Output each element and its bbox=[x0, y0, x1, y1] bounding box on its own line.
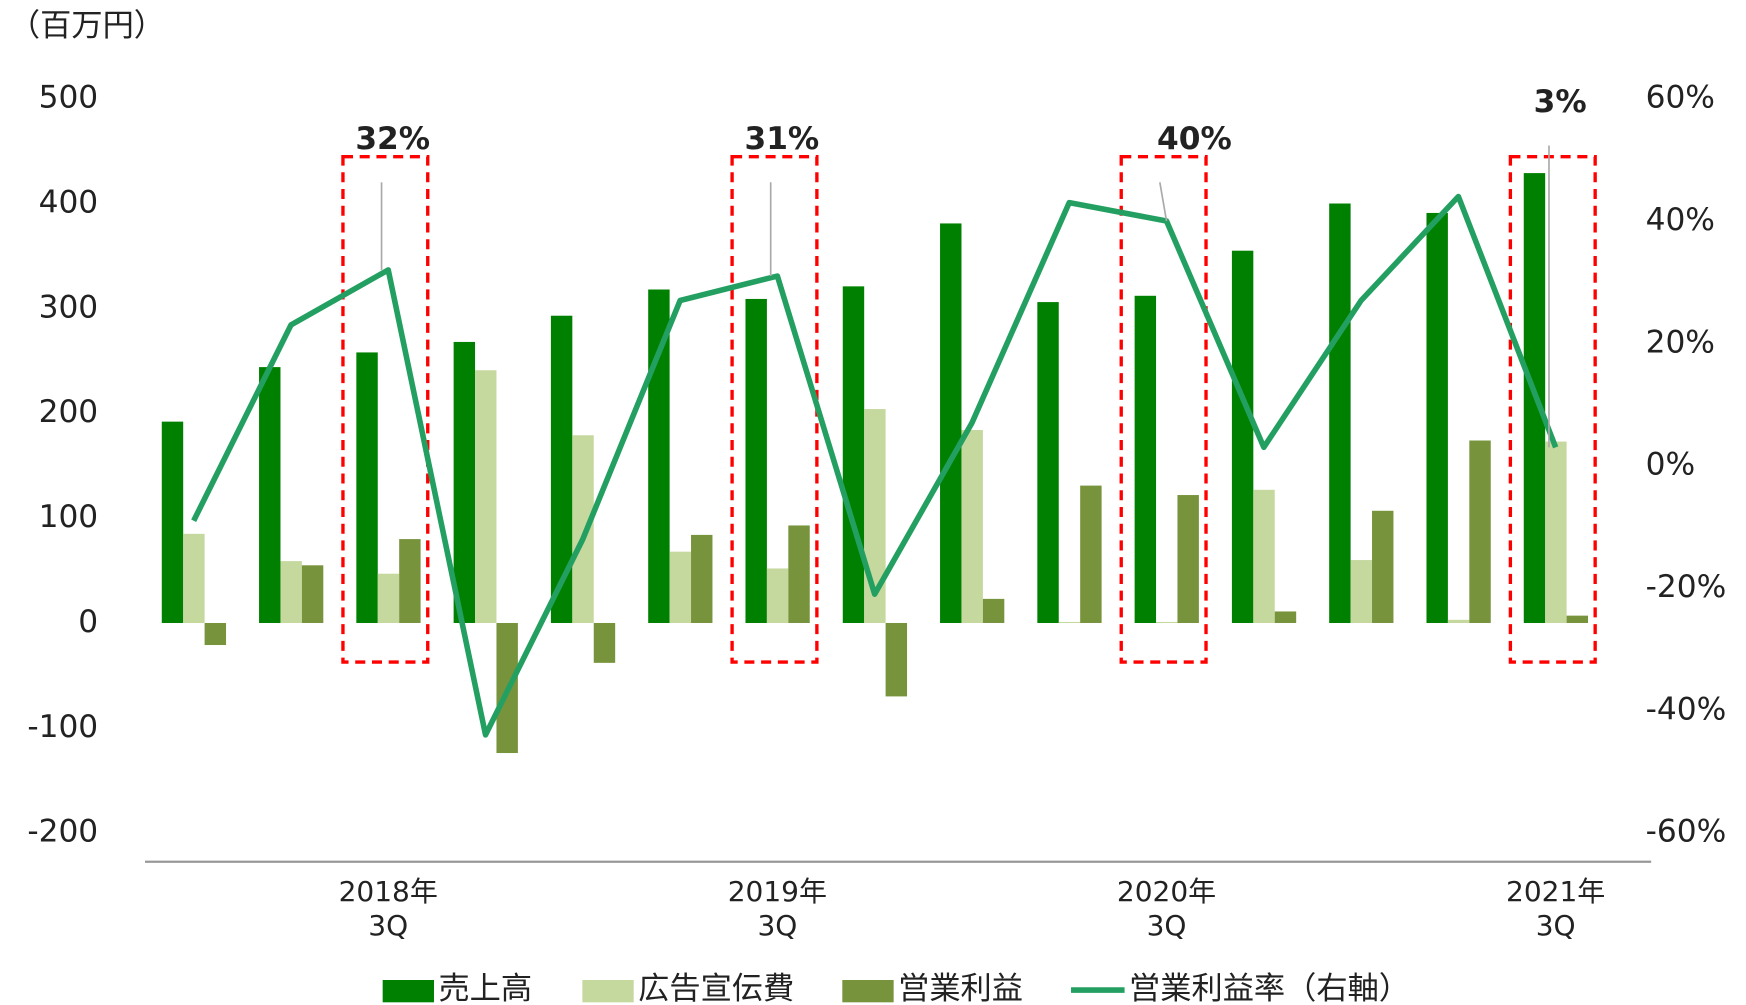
bar bbox=[1426, 212, 1448, 623]
y-tick-label: 400 bbox=[39, 185, 99, 221]
legend-label: 広告宣伝費 bbox=[638, 971, 794, 1005]
bar bbox=[1545, 441, 1567, 623]
x-tick-label: 2018年 3Q bbox=[338, 874, 438, 942]
bar bbox=[161, 421, 184, 623]
legend-swatch bbox=[382, 980, 434, 1003]
legend-label: 売上高 bbox=[438, 971, 532, 1005]
bar bbox=[1156, 621, 1178, 623]
line bbox=[191, 193, 1559, 738]
data-label: 40% bbox=[1157, 121, 1232, 157]
y-tick-label: -200 bbox=[27, 814, 98, 850]
bar bbox=[669, 551, 692, 623]
data-label: 3% bbox=[1534, 84, 1587, 120]
bar bbox=[356, 352, 378, 623]
highlight-box bbox=[1508, 154, 1597, 664]
bar bbox=[885, 622, 908, 697]
bar bbox=[593, 622, 616, 663]
y-tick-label: 200 bbox=[39, 394, 99, 430]
y2-tick-label: -40% bbox=[1646, 691, 1727, 727]
bar bbox=[1058, 621, 1081, 623]
y-tick-label: -100 bbox=[27, 709, 98, 745]
bar bbox=[1253, 489, 1275, 623]
bar bbox=[399, 539, 421, 623]
bar bbox=[1274, 611, 1297, 623]
bar bbox=[1177, 495, 1199, 623]
bar bbox=[572, 435, 594, 623]
y-tick-label: 300 bbox=[39, 289, 99, 325]
bar bbox=[788, 525, 810, 623]
y2-tick-label: 40% bbox=[1646, 202, 1715, 238]
y2-tick-label: 60% bbox=[1646, 80, 1715, 116]
y2-tick-label: -60% bbox=[1646, 814, 1727, 850]
x-tick-label: 2019年 3Q bbox=[727, 874, 827, 942]
legend-swatch bbox=[582, 980, 634, 1003]
bar bbox=[940, 223, 962, 623]
bar bbox=[766, 568, 789, 623]
y-axis-label: （百万円） bbox=[9, 8, 165, 44]
bar bbox=[982, 598, 1005, 623]
bar bbox=[961, 430, 983, 623]
bar bbox=[301, 565, 324, 623]
data-label: 32% bbox=[355, 121, 430, 157]
bar bbox=[745, 298, 767, 623]
bar bbox=[183, 533, 205, 623]
bar bbox=[691, 534, 713, 623]
highlight-box bbox=[341, 154, 430, 664]
bar bbox=[1350, 560, 1373, 623]
legend-label: 営業利益 bbox=[898, 971, 1023, 1005]
bar bbox=[475, 370, 497, 623]
leader-line bbox=[1159, 182, 1168, 222]
y-tick-label: 100 bbox=[39, 499, 99, 535]
y2-tick-label: 0% bbox=[1646, 447, 1696, 483]
bar bbox=[1329, 203, 1351, 623]
bar bbox=[1447, 619, 1470, 623]
bar bbox=[550, 315, 573, 623]
x-tick-label: 2021年 3Q bbox=[1506, 874, 1606, 942]
bar bbox=[1372, 510, 1394, 623]
bar bbox=[1469, 440, 1491, 623]
bar bbox=[1231, 250, 1254, 623]
y2-tick-label: -20% bbox=[1646, 569, 1727, 605]
bar bbox=[1080, 485, 1102, 623]
bar bbox=[842, 286, 865, 623]
bar bbox=[377, 573, 400, 623]
bar bbox=[259, 367, 281, 623]
y2-tick-label: 20% bbox=[1646, 324, 1715, 360]
bar bbox=[1037, 302, 1059, 623]
x-tick-label: 2020年 3Q bbox=[1116, 874, 1217, 942]
bar bbox=[280, 561, 302, 623]
bar bbox=[453, 341, 476, 623]
y-tick-label: 0 bbox=[78, 604, 98, 640]
bar bbox=[1566, 615, 1589, 623]
bar bbox=[204, 622, 227, 646]
legend-swatch bbox=[842, 980, 894, 1003]
y-tick-label: 500 bbox=[39, 80, 99, 116]
bar bbox=[1134, 295, 1157, 623]
legend-label: 営業利益率（右軸） bbox=[1129, 971, 1410, 1005]
highlight-box bbox=[1119, 154, 1208, 664]
data-label: 31% bbox=[744, 121, 819, 157]
